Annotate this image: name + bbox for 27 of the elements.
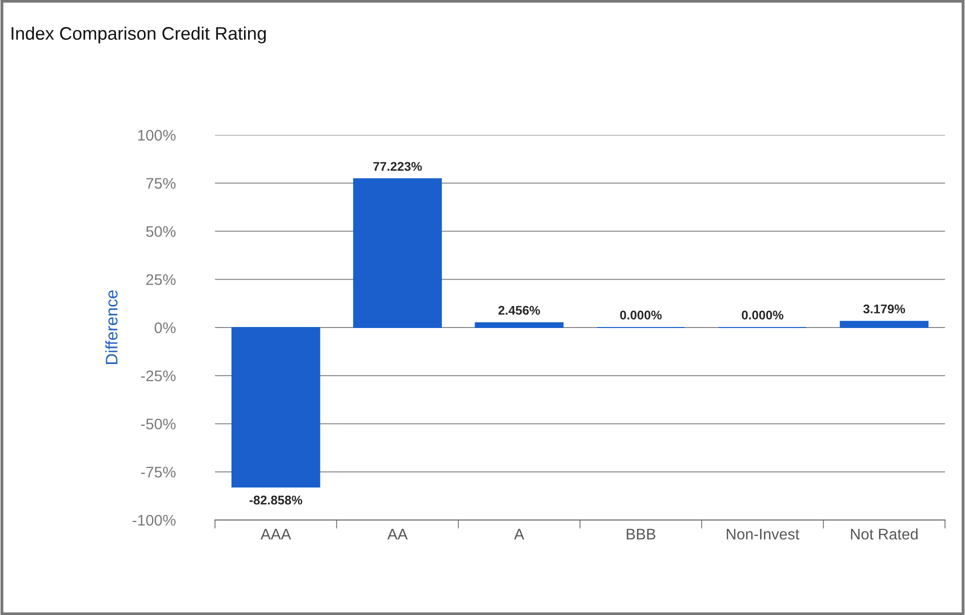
bar bbox=[840, 320, 929, 328]
data-label: 2.456% bbox=[498, 306, 540, 315]
data-label: 0.000% bbox=[742, 310, 784, 320]
bar bbox=[231, 326, 320, 488]
y-tick-label: 75% bbox=[146, 178, 176, 189]
y-tick-label: 100% bbox=[138, 130, 176, 141]
y-tick-label: -25% bbox=[141, 370, 176, 382]
x-tick-label: Not Rated bbox=[851, 528, 918, 540]
x-tick-label: AAA bbox=[260, 528, 292, 540]
y-tick-label: 0% bbox=[154, 322, 176, 334]
x-tick-label: BBB bbox=[626, 528, 656, 540]
data-label: 0.000% bbox=[620, 310, 662, 320]
x-tick-label: AA bbox=[387, 528, 408, 540]
bar bbox=[353, 178, 442, 328]
bar bbox=[474, 322, 564, 328]
x-tick-label: A bbox=[514, 528, 524, 540]
data-label: -82.858% bbox=[250, 496, 302, 505]
chart-title: Index Comparison Credit Rating bbox=[12, 26, 266, 44]
y-tick-label: -50% bbox=[141, 418, 176, 430]
y-tick-label: -75% bbox=[141, 466, 176, 478]
y-tick-label: -100% bbox=[132, 514, 176, 526]
y-axis-title: Difference bbox=[105, 290, 118, 364]
data-label: 3.179% bbox=[863, 304, 906, 314]
y-tick-label: 50% bbox=[146, 226, 176, 237]
data-label: 77.223% bbox=[373, 162, 422, 171]
x-tick-label: Non-Invest bbox=[726, 528, 800, 540]
y-tick-label: 25% bbox=[146, 274, 176, 286]
